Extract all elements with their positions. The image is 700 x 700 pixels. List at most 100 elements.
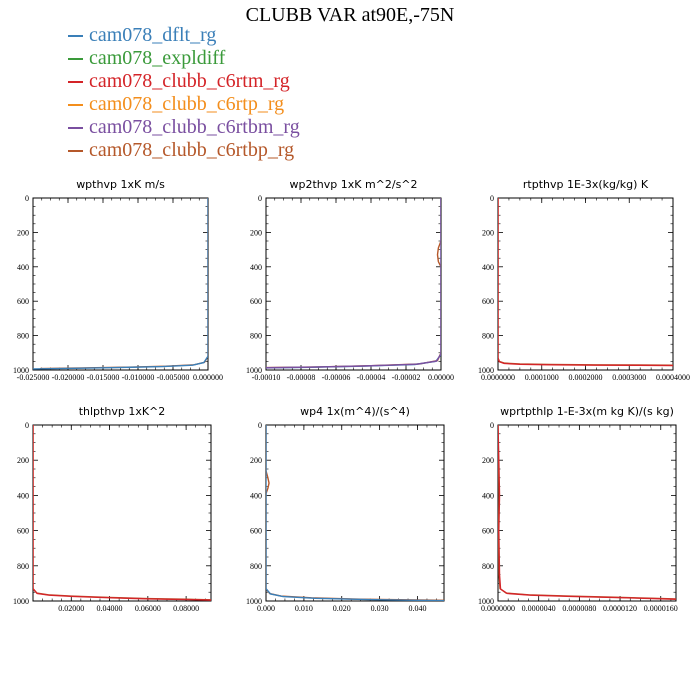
legend-swatch (68, 57, 83, 60)
y-tick-label: 800 (250, 562, 262, 571)
plot-panel: wprtpthlp 1-E-3x(m kg K)/(s kg) 0 200 400 60… (478, 405, 678, 613)
y-tick-label: 600 (250, 527, 262, 536)
y-tick-label: 200 (17, 456, 29, 465)
legend-label: cam078_clubb_c6rtp_rg (89, 93, 285, 115)
x-tick-label: 0.0000000 (481, 604, 515, 613)
x-tick-label: 0.0003000 (612, 373, 646, 382)
legend: cam078_dflt_rg cam078_expldiff cam078_cl… (68, 24, 300, 162)
legend-label: cam078_dflt_rg (89, 24, 217, 46)
series-line (266, 425, 444, 601)
y-tick-label: 600 (482, 527, 494, 536)
legend-entry: cam078_clubb_c6rtbm_rg (68, 116, 300, 139)
y-tick-label: 1000 (478, 366, 494, 375)
x-tick-label: 0.06000 (135, 604, 161, 613)
legend-entry: cam078_clubb_c6rtm_rg (68, 70, 300, 93)
x-tick-label: 0.08000 (173, 604, 199, 613)
series-line (33, 425, 211, 601)
y-tick-label: 400 (17, 263, 29, 272)
y-tick-label: 600 (250, 297, 262, 306)
plot-frame (265, 197, 442, 371)
y-tick-label: 1000 (246, 366, 262, 375)
series-line (498, 198, 673, 367)
x-tick-label: -0.00010 (252, 373, 281, 382)
x-tick-label: -0.00008 (287, 373, 316, 382)
series-line (498, 425, 676, 600)
y-tick-label: 400 (482, 263, 494, 272)
y-tick-label: 1000 (13, 597, 29, 606)
y-tick-label: 400 (250, 263, 262, 272)
panel-title: wpthvp 1xK m/s (76, 178, 165, 191)
plot-panel: wp4 1x(m^4)/(s^4) 0 200 400 600 800 10000.000 0… (246, 405, 445, 613)
plot-frame (32, 197, 209, 371)
chart-title: CLUBB VAR at90E,-75N (245, 4, 455, 26)
y-tick-label: 0 (258, 421, 262, 430)
legend-swatch (68, 126, 83, 129)
x-tick-label: 0.0004000 (656, 373, 690, 382)
y-tick-label: 400 (250, 491, 262, 500)
panel-title: wp4 1x(m^4)/(s^4) (300, 405, 410, 418)
y-tick-label: 200 (17, 228, 29, 237)
y-tick-label: 0 (490, 194, 494, 203)
x-tick-label: -0.00006 (322, 373, 351, 382)
series-line (266, 198, 441, 369)
y-tick-label: 200 (250, 456, 262, 465)
series-line (266, 198, 441, 369)
x-tick-label: 0.030 (371, 604, 389, 613)
series-line (498, 198, 673, 366)
y-tick-label: 200 (482, 228, 494, 237)
x-tick-label: 0.0000120 (603, 604, 637, 613)
x-tick-label: 0.0000040 (522, 604, 556, 613)
x-tick-label: 0.0000160 (644, 604, 678, 613)
y-tick-label: 1000 (246, 597, 262, 606)
plot-frame (32, 424, 212, 602)
y-tick-label: 800 (250, 332, 262, 341)
series-line (33, 198, 208, 370)
panel-title: wp2thvp 1xK m^2/s^2 (289, 178, 417, 191)
legend-label: cam078_clubb_c6rtbm_rg (89, 116, 300, 138)
x-tick-label: 0.04000 (97, 604, 123, 613)
legend-label: cam078_expldiff (89, 47, 226, 69)
y-tick-label: 0 (25, 421, 29, 430)
x-tick-label: -0.015000 (87, 373, 120, 382)
y-tick-label: 200 (482, 456, 494, 465)
y-tick-label: 200 (250, 228, 262, 237)
x-tick-label: -0.010000 (122, 373, 155, 382)
panel-title: wprtpthlp 1-E-3x(m kg K)/(s kg) (500, 405, 674, 418)
x-tick-label: 0.000 (257, 604, 275, 613)
y-tick-label: 0 (258, 194, 262, 203)
y-tick-label: 800 (482, 332, 494, 341)
series-line (33, 425, 211, 601)
series-line (266, 425, 444, 601)
y-tick-label: 800 (482, 562, 494, 571)
y-tick-label: 800 (17, 562, 29, 571)
legend-entry: cam078_dflt_rg (68, 24, 300, 47)
y-tick-label: 0 (490, 421, 494, 430)
x-tick-label: 0.0000080 (562, 604, 596, 613)
x-tick-label: -0.025000 (17, 373, 50, 382)
plot-panel: wpthvp 1xK m/s 0 200 400 600 800 1000-0.025000… (13, 178, 223, 382)
legend-swatch (68, 103, 83, 106)
legend-entry: cam078_clubb_c6rtp_rg (68, 93, 300, 116)
y-tick-label: 600 (482, 297, 494, 306)
plot-panel: wp2thvp 1xK m^2/s^202004006008001000-0.0… (246, 178, 454, 382)
y-tick-label: 1000 (478, 597, 494, 606)
x-tick-label: 0.0000000 (481, 373, 515, 382)
panel-title: thlpthvp 1xK^2 (79, 405, 166, 418)
legend-entry: cam078_expldiff (68, 47, 300, 70)
x-tick-label: -0.00004 (357, 373, 386, 382)
plot-panel: rtpthvp 1E-3x(kg/kg) K020040060080010000… (478, 178, 690, 382)
legend-swatch (68, 34, 83, 37)
series-line (266, 198, 441, 369)
panel-title: rtpthvp 1E-3x(kg/kg) K (523, 178, 649, 191)
x-tick-label: -0.00002 (392, 373, 421, 382)
plot-frame (497, 197, 674, 371)
x-tick-label: 0.020 (333, 604, 351, 613)
plot-panel: thlpthvp 1xK^2 0 200 400 600 800 1000 0.02000 0.… (13, 405, 212, 613)
y-tick-label: 600 (17, 297, 29, 306)
x-tick-label: 0.02000 (58, 604, 84, 613)
x-tick-label: 0.0002000 (569, 373, 603, 382)
x-tick-label: 0.00000 (428, 373, 454, 382)
plot-frame (265, 424, 445, 602)
x-tick-label: -0.005000 (157, 373, 190, 382)
legend-swatch (68, 149, 83, 152)
